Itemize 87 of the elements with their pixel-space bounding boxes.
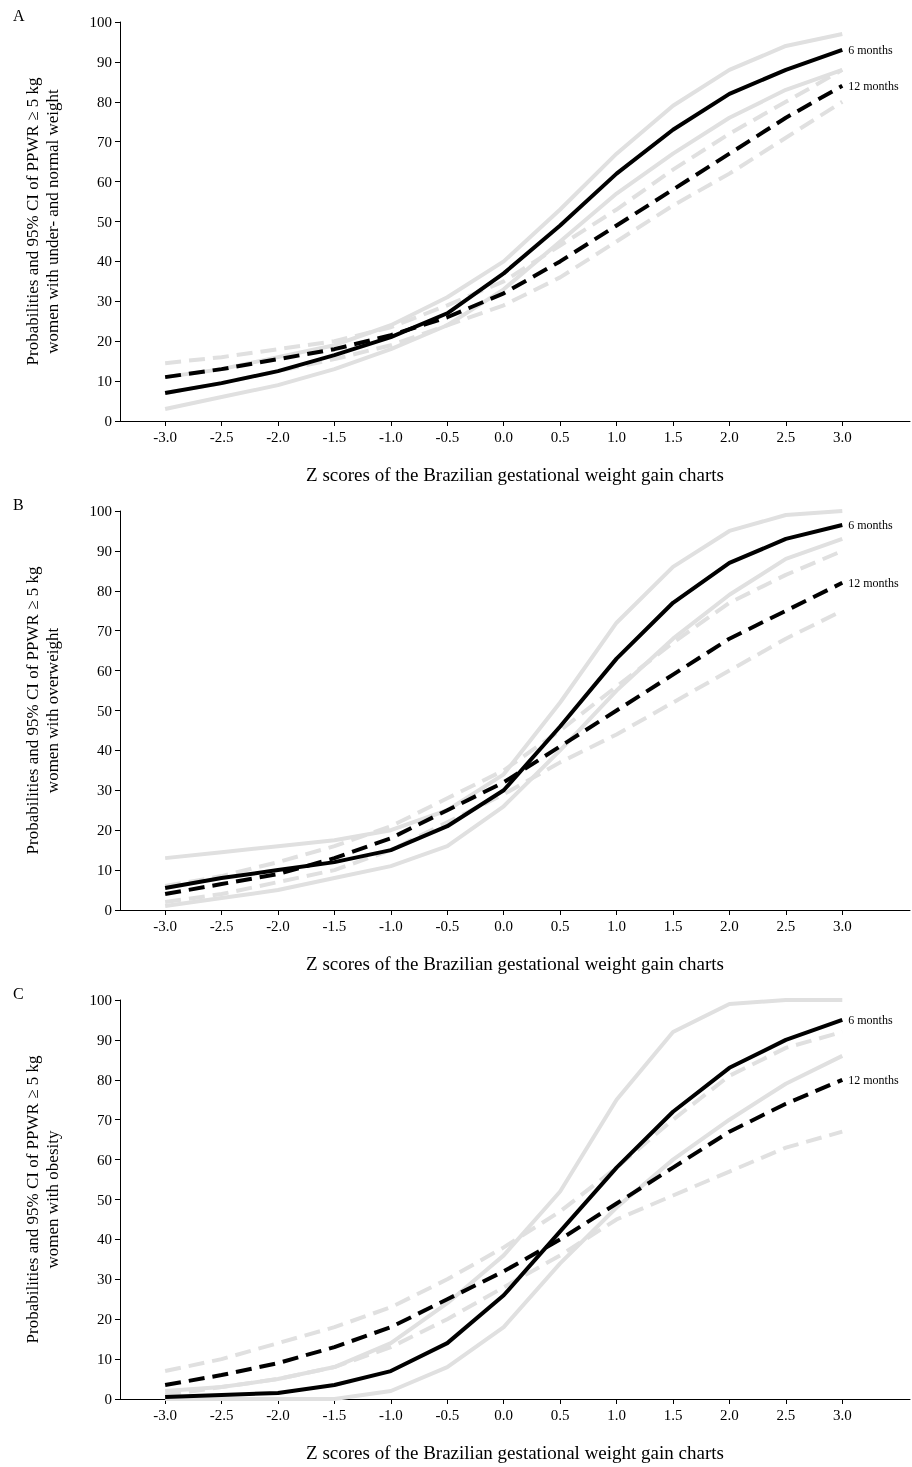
x-tick-label: -1.0 (378, 1406, 403, 1423)
series-label: 6 months (848, 42, 893, 57)
y-tick-label: 60 (97, 1151, 112, 1168)
x-tick-label: -0.5 (435, 1406, 460, 1423)
x-tick-label: -1.5 (322, 1406, 347, 1423)
x-tick-label: -0.5 (435, 428, 460, 445)
x-tick-label: 0.0 (494, 1406, 514, 1423)
x-tick-label: -1.0 (378, 428, 403, 445)
x-tick-label: -0.5 (435, 917, 460, 934)
x-tick-label: 1.5 (663, 1406, 683, 1423)
x-tick-label: -3.0 (153, 428, 178, 445)
x-axis-title: Z scores of the Brazilian gestational weight gain charts (306, 1442, 724, 1463)
series-label: 12 months (848, 78, 899, 93)
y-tick-label: 100 (89, 992, 112, 1008)
y-tick-label: 60 (97, 173, 112, 190)
y-tick-label: 20 (97, 333, 112, 350)
y-tick-label: 80 (97, 93, 112, 110)
x-tick-label: -2.0 (266, 428, 290, 445)
x-tick-label: 1.5 (663, 428, 683, 445)
x-tick-label: 1.0 (607, 1406, 626, 1423)
y-tick-label: 100 (89, 14, 112, 30)
y-axis-title: Probabilities and 95% CI of PPWR ≥ 5 kg women with overweight (22, 566, 62, 855)
x-tick-label: 3.0 (832, 917, 852, 934)
y-tick-label: 70 (97, 133, 112, 150)
x-tick-label: 0.5 (550, 917, 570, 934)
x-tick-label: -2.5 (209, 428, 234, 445)
x-tick-label: -2.5 (209, 1406, 234, 1423)
y-tick-label: 80 (97, 582, 112, 599)
series-label: 12 months (848, 575, 899, 590)
y-tick-label: 20 (97, 822, 112, 839)
y-tick-label: 10 (97, 862, 112, 879)
y-tick-label: 30 (97, 1271, 112, 1288)
y-tick-label: 0 (104, 902, 112, 918)
x-tick-label: 0.0 (494, 428, 514, 445)
y-tick-label: 50 (97, 702, 112, 719)
x-tick-label: -2.0 (266, 1406, 290, 1423)
x-tick-label: -2.5 (209, 917, 234, 934)
x-tick-label: -1.5 (322, 428, 347, 445)
x-tick-label: 0.0 (494, 917, 514, 934)
y-tick-label: 100 (89, 503, 112, 519)
y-tick-label: 40 (97, 742, 112, 759)
chart-title: B (13, 495, 24, 513)
y-tick-label: 60 (97, 662, 112, 679)
y-tick-label: 0 (104, 413, 112, 429)
y-tick-label: 40 (97, 1231, 112, 1248)
x-tick-label: 3.0 (832, 1406, 852, 1423)
y-tick-label: 20 (97, 1311, 112, 1328)
y-tick-label: 70 (97, 622, 112, 639)
x-tick-label: 1.0 (607, 917, 626, 934)
x-tick-label: 2.0 (720, 428, 739, 445)
x-tick-label: 1.0 (607, 428, 626, 445)
chart-title: C (13, 984, 24, 1002)
y-tick-label: 90 (97, 1031, 112, 1048)
x-tick-label: -1.5 (322, 917, 347, 934)
y-tick-label: 80 (97, 1071, 112, 1088)
y-tick-label: 90 (97, 53, 112, 70)
x-tick-label: -2.0 (266, 917, 290, 934)
x-tick-label: 2.0 (720, 917, 739, 934)
y-tick-label: 90 (97, 542, 112, 559)
x-tick-label: 2.0 (720, 1406, 739, 1423)
y-tick-label: 50 (97, 1191, 112, 1208)
y-axis-title: Probabilities and 95% CI of PPWR ≥ 5 kg women with obesity (22, 1055, 62, 1344)
y-tick-label: 70 (97, 1111, 112, 1128)
y-tick-label: 10 (97, 373, 112, 390)
y-tick-label: 40 (97, 253, 112, 270)
x-tick-label: -1.0 (378, 917, 403, 934)
x-axis-title: Z scores of the Brazilian gestational weight gain charts (306, 953, 724, 974)
x-tick-label: 2.5 (776, 1406, 796, 1423)
x-tick-label: 2.5 (776, 917, 796, 934)
x-tick-label: 1.5 (663, 917, 683, 934)
x-tick-label: 3.0 (832, 428, 852, 445)
chart-title: A (13, 6, 25, 24)
x-tick-label: -3.0 (153, 1406, 178, 1423)
x-tick-label: 2.5 (776, 428, 796, 445)
series-label: 6 months (848, 517, 893, 532)
y-tick-label: 10 (97, 1351, 112, 1368)
x-tick-label: -3.0 (153, 917, 178, 934)
y-tick-label: 50 (97, 213, 112, 230)
y-tick-label: 30 (97, 782, 112, 799)
series-label: 12 months (848, 1072, 899, 1087)
y-tick-label: 0 (104, 1391, 112, 1407)
x-tick-label: 0.5 (550, 1406, 570, 1423)
x-tick-label: 0.5 (550, 428, 570, 445)
y-tick-label: 30 (97, 293, 112, 310)
series-label: 6 months (848, 1012, 893, 1027)
y-axis-title: Probabilities and 95% CI of PPWR ≥ 5 kg women with under- and normal weight (22, 77, 62, 366)
x-axis-title: Z scores of the Brazilian gestational weight gain charts (306, 464, 724, 485)
